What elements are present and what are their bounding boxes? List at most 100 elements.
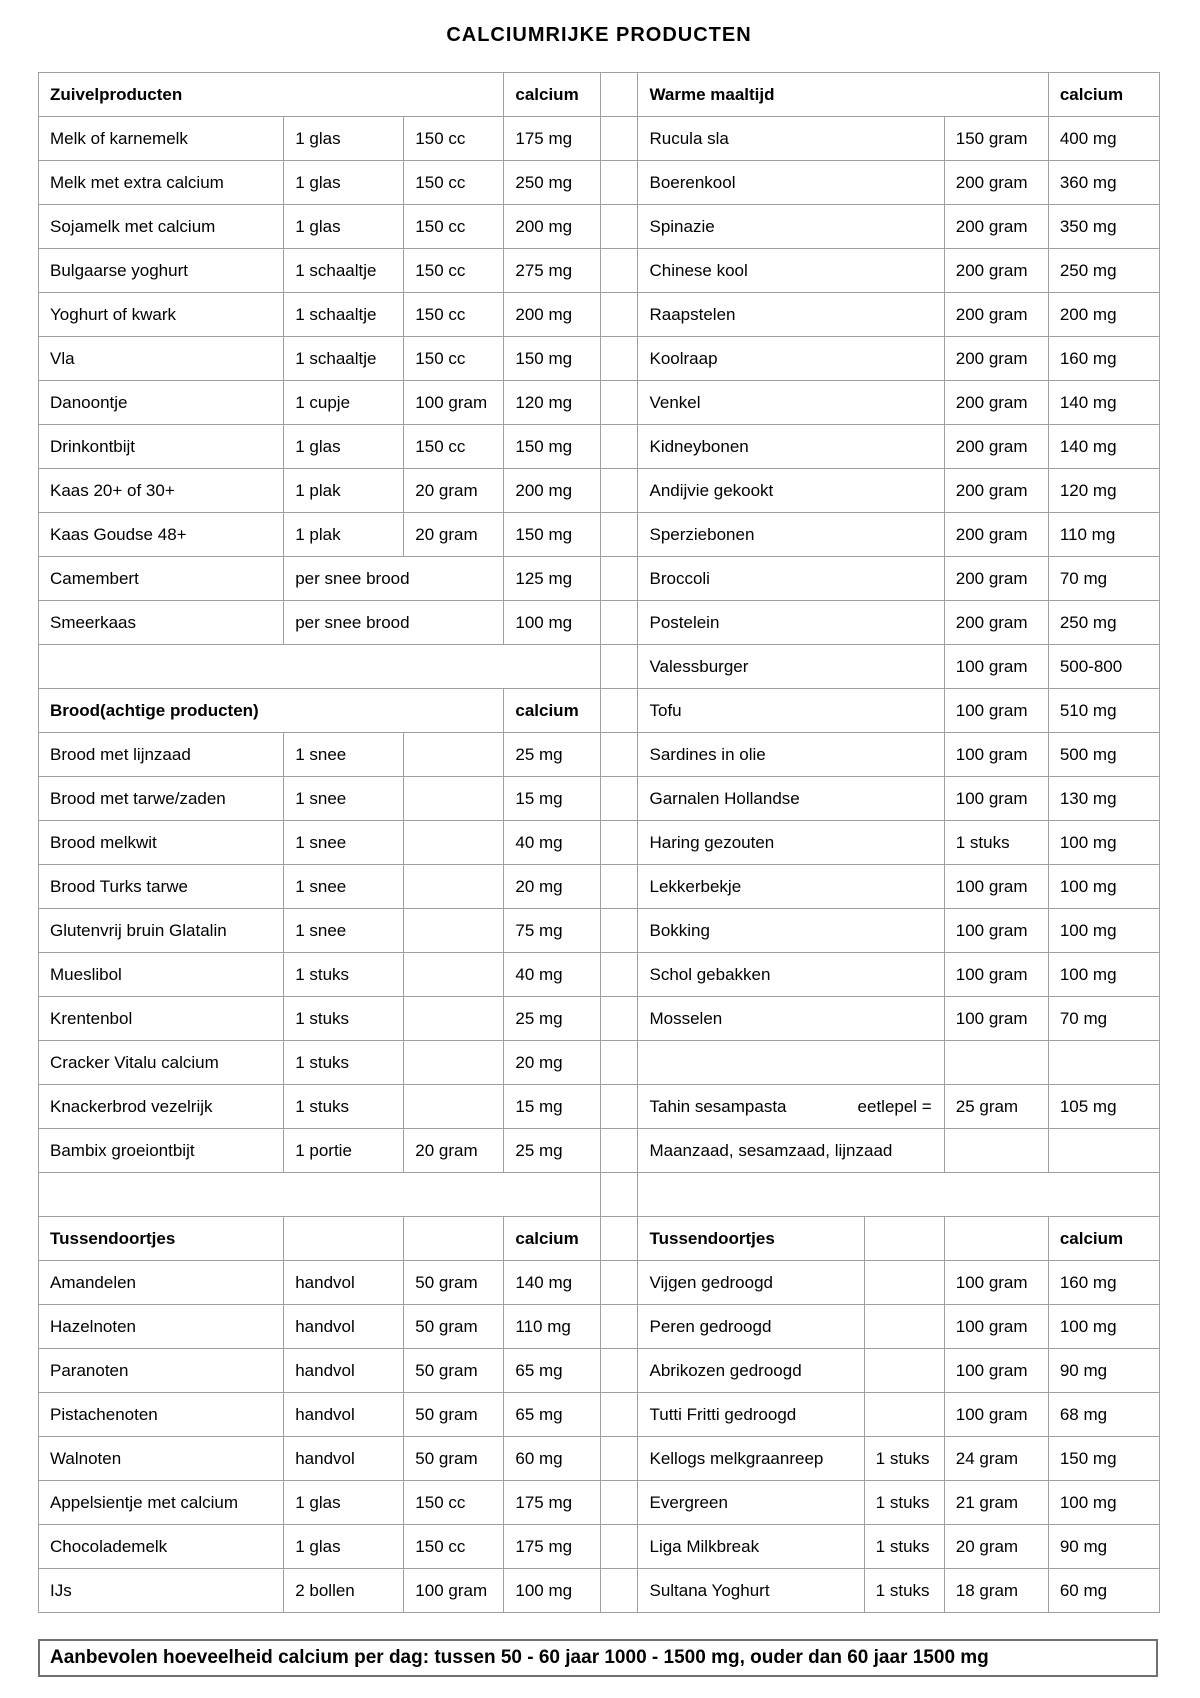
spacer-cell — [600, 336, 639, 381]
table-row: Kaas 20+ of 30+ 1 plak 20 gram 200 mg Andijv… — [37, 468, 1161, 513]
table-cell: 18 gram — [943, 1568, 1049, 1613]
header-cell: calcium — [1047, 1216, 1161, 1261]
table-cell: 100 gram — [943, 688, 1049, 733]
table-cell: 100 mg — [1047, 820, 1161, 865]
table-cell: handvol — [283, 1304, 405, 1349]
table-cell: 100 gram — [943, 1260, 1049, 1305]
table-cell: Postelein — [637, 600, 945, 645]
table-cell: Kellogs melkgraanreep — [637, 1436, 865, 1481]
table-cell: 150 mg — [503, 512, 602, 557]
table-cell: 15 mg — [503, 1084, 602, 1129]
spacer-cell — [600, 1216, 639, 1261]
table-row: Walnoten handvol 50 gram 60 mg Kellogs melkg… — [37, 1436, 1161, 1481]
table-cell: 90 mg — [1047, 1524, 1161, 1569]
table-cell: 100 gram — [943, 776, 1049, 821]
table-cell: Abrikozen gedroogd — [637, 1348, 865, 1393]
table-cell: 1 glas — [283, 424, 405, 469]
table-cell: 150 cc — [403, 160, 505, 205]
table-cell: Bulgaarse yoghurt — [37, 248, 285, 293]
table-cell: 200 gram — [943, 600, 1049, 645]
table-cell: 25 mg — [503, 732, 602, 777]
table-cell — [283, 1216, 405, 1261]
table-cell: Sardines in olie — [637, 732, 945, 777]
table-cell: 150 cc — [403, 204, 505, 249]
table-cell: 510 mg — [1047, 688, 1161, 733]
table-row: Krentenbol 1 stuks 25 mg Mosselen 100 gram 70… — [37, 996, 1161, 1041]
table-cell: 1 glas — [283, 160, 405, 205]
table-row: IJs 2 bollen 100 gram 100 mg Sultana Yoghurt… — [37, 1568, 1161, 1613]
table-cell: Schol gebakken — [637, 952, 945, 997]
table-cell: 275 mg — [503, 248, 602, 293]
table-cell: 90 mg — [1047, 1348, 1161, 1393]
table-cell: Tutti Fritti gedroogd — [637, 1392, 865, 1437]
table-row: Yoghurt of kwark 1 schaaltje 150 cc 200 mg R… — [37, 292, 1161, 337]
table-cell: Sojamelk met calcium — [37, 204, 285, 249]
table-cell: Brood met lijnzaad — [37, 732, 285, 777]
header-cell: Brood(achtige producten) — [37, 688, 505, 733]
spacer-cell — [600, 556, 639, 601]
table-cell: 100 gram — [403, 380, 505, 425]
table-cell: 20 mg — [503, 1040, 602, 1085]
table-row: Bambix groeiontbijt 1 portie 20 gram 25 mg M… — [37, 1128, 1161, 1173]
table-cell: 200 mg — [503, 468, 602, 513]
table-row: Tussendoortjes calcium Tussendoortjes calci… — [37, 1216, 1161, 1261]
table-cell: 24 gram — [943, 1436, 1049, 1481]
table-cell — [863, 1216, 945, 1261]
table-cell: 100 gram — [943, 732, 1049, 777]
table-cell: Smeerkaas — [37, 600, 285, 645]
table-row: Vla 1 schaaltje 150 cc 150 mg Koolraap 200 gr… — [37, 336, 1161, 381]
table-cell: Vla — [37, 336, 285, 381]
table-cell — [943, 1216, 1049, 1261]
header-cell: Tussendoortjes — [637, 1216, 865, 1261]
table-cell: 120 mg — [503, 380, 602, 425]
table-cell: 1 stuks — [283, 1084, 405, 1129]
table-cell: Drinkontbijt — [37, 424, 285, 469]
table-cell: 1 snee — [283, 864, 405, 909]
table-cell: Krentenbol — [37, 996, 285, 1041]
table-row: Amandelen handvol 50 gram 140 mg Vijgen gedr… — [37, 1260, 1161, 1305]
table-cell: 20 mg — [503, 864, 602, 909]
table-row: Brood melkwit 1 snee 40 mg Haring gezouten 1… — [37, 820, 1161, 865]
table-cell: Liga Milkbreak — [637, 1524, 865, 1569]
table-cell: Maanzaad, sesamzaad, lijnzaad — [637, 1128, 945, 1173]
cell-text: Tahin sesampasta — [649, 1096, 787, 1116]
table-cell: 250 mg — [1047, 600, 1161, 645]
table-cell: 140 mg — [503, 1260, 602, 1305]
table-cell: Spinazie — [637, 204, 945, 249]
table-row: Kaas Goudse 48+ 1 plak 20 gram 150 mg Sperzi… — [37, 512, 1161, 557]
table-row: Paranoten handvol 50 gram 65 mg Abrikozen ge… — [37, 1348, 1161, 1393]
header-cell: Warme maaltijd — [637, 72, 1049, 117]
table-cell: 150 mg — [503, 424, 602, 469]
table-cell: Koolraap — [637, 336, 945, 381]
table-cell: 200 gram — [943, 336, 1049, 381]
table-cell: 150 cc — [403, 1480, 505, 1525]
spacer-cell — [600, 292, 639, 337]
table-cell: 1 glas — [283, 116, 405, 161]
spacer-cell — [600, 600, 639, 645]
table-cell: 110 mg — [1047, 512, 1161, 557]
spacer-cell — [600, 1436, 639, 1481]
table-cell: 21 gram — [943, 1480, 1049, 1525]
table-cell: 160 mg — [1047, 336, 1161, 381]
spacer-cell — [600, 732, 639, 777]
table-cell: 20 gram — [403, 1128, 505, 1173]
table-cell: 360 mg — [1047, 160, 1161, 205]
table-cell: Appelsientje met calcium — [37, 1480, 285, 1525]
table-cell: Danoontje — [37, 380, 285, 425]
table-cell: 100 gram — [943, 644, 1049, 689]
table-cell: 25 gram — [943, 1084, 1049, 1129]
table-row: Cracker Vitalu calcium 1 stuks 20 mg — [37, 1040, 1161, 1085]
calcium-table: Zuivelproducten calcium Warme maaltijd calc… — [37, 72, 1161, 1613]
table-cell — [403, 732, 505, 777]
table-cell: Raapstelen — [637, 292, 945, 337]
table-row: Knackerbrod vezelrijk 1 stuks 15 mg Tahin s… — [37, 1084, 1161, 1129]
spacer-cell — [600, 468, 639, 513]
table-cell — [403, 1040, 505, 1085]
table-cell: 40 mg — [503, 820, 602, 865]
spacer-cell — [600, 1040, 639, 1085]
gap-cell — [37, 644, 602, 689]
table-cell: Cracker Vitalu calcium — [37, 1040, 285, 1085]
table-cell: 250 mg — [503, 160, 602, 205]
table-cell: 175 mg — [503, 1524, 602, 1569]
spacer-cell — [600, 1128, 639, 1173]
